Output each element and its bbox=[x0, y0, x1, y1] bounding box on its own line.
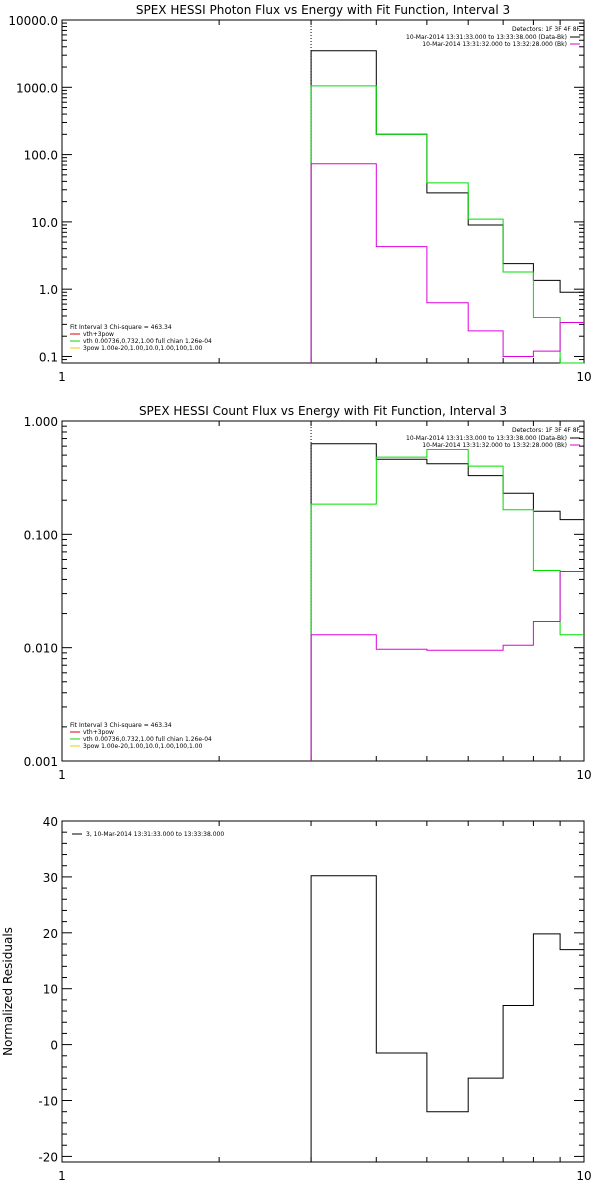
panel-3-series-1-steps bbox=[310, 875, 584, 1162]
panel-1-y-tick-label: 0.1 bbox=[39, 350, 58, 364]
panel-3-y-tick-label: -10 bbox=[38, 1095, 58, 1109]
panel-2-y-tick-label: 0.010 bbox=[24, 642, 58, 656]
panel-1-series-1-steps bbox=[310, 50, 584, 363]
panel-2-y-tick-label: 1.000 bbox=[24, 415, 58, 429]
panel-1-legend-fit-header: Fit Interval 3 Chi-square = 463.34 bbox=[70, 324, 172, 331]
panel-1-x-tick-label: 10 bbox=[576, 370, 591, 384]
panel-1-legend-label: 3pow 1.00e-20,1.00,10.0,1.00,100,1.00 bbox=[83, 345, 203, 352]
panel-3-y-tick-label: 20 bbox=[43, 927, 58, 941]
panel-1-y-tick-label: 10000.0 bbox=[8, 14, 58, 28]
panel-3-y-tick-label: 30 bbox=[43, 871, 58, 885]
panel-2-y-tick-label: 0.001 bbox=[24, 755, 58, 769]
panel-3-y-axis-label: Normalized Residuals bbox=[1, 927, 15, 1056]
panel-2-title: SPEX HESSI Count Flux vs Energy with Fit… bbox=[139, 404, 507, 418]
panel-2-legend-label: vth+3pow bbox=[83, 729, 114, 736]
panel-3-y-tick-label: 10 bbox=[43, 983, 58, 997]
panel-3-x-tick-label: 1 bbox=[58, 1169, 66, 1183]
panel-2-legend-label: 10-Mar-2014 13:31:32.000 to 13:32:28.000… bbox=[422, 442, 567, 449]
panel-3-y-tick-label: 40 bbox=[43, 815, 58, 829]
panel-2-x-tick-label: 1 bbox=[58, 768, 66, 782]
panel-3-y-tick-label: 0 bbox=[50, 1039, 58, 1053]
panel-3-legend-label: 3, 10-Mar-2014 13:31:33.000 to 13:33:38.… bbox=[86, 831, 224, 838]
panel-1-y-tick-label: 1.0 bbox=[39, 283, 58, 297]
panel-3-y-tick-label: -20 bbox=[38, 1150, 58, 1164]
panel-2-plot-frame bbox=[61, 420, 585, 762]
panel-1-y-tick-label: 100.0 bbox=[24, 149, 58, 163]
panel-2-legend-label: vth 0.00736,0.732,1.00 full chian 1.26e-… bbox=[83, 736, 212, 743]
panel-2-x-tick-label: 10 bbox=[576, 768, 591, 782]
panel-2-series-1-steps bbox=[310, 443, 584, 761]
panel-1-title: SPEX HESSI Photon Flux vs Energy with Fi… bbox=[136, 3, 510, 17]
panel-2-legend-fit-header: Fit Interval 3 Chi-square = 463.34 bbox=[70, 722, 172, 729]
panel-1-plot-frame bbox=[61, 19, 585, 364]
panel-1-series-3-steps bbox=[310, 163, 584, 363]
panel-1-legend-label: vth+3pow bbox=[83, 331, 114, 338]
panel-1-x-tick-label: 1 bbox=[58, 370, 66, 384]
panel-3-x-tick-label: 10 bbox=[576, 1169, 591, 1183]
panel-2-legend-detectors: Detectors: 1F 3F 4F 8F bbox=[512, 427, 581, 434]
panel-1-series-2-steps bbox=[310, 85, 584, 364]
panel-2-legend-label: 10-Mar-2014 13:31:33.000 to 13:33:38.000… bbox=[406, 435, 567, 442]
panel-2-series-3-steps bbox=[310, 571, 584, 761]
panel-1-legend-label: 10-Mar-2014 13:31:33.000 to 13:33:38.000… bbox=[406, 34, 567, 41]
panel-2-legend-label: 3pow 1.00e-20,1.00,10.0,1.00,100,1.00 bbox=[83, 743, 203, 750]
panel-2-series-2-steps bbox=[310, 449, 584, 761]
panel-1-y-tick-label: 10.0 bbox=[31, 216, 58, 230]
panel-3-plot-frame bbox=[61, 820, 585, 1163]
panel-1-legend-label: vth 0.00736,0.732,1.00 full chian 1.26e-… bbox=[83, 338, 212, 345]
panel-1-legend-detectors: Detectors: 1F 3F 4F 8F bbox=[512, 26, 581, 33]
panel-2-y-tick-label: 0.100 bbox=[24, 528, 58, 542]
panel-1-y-tick-label: 1000.0 bbox=[16, 81, 58, 95]
panel-1-legend-label: 10-Mar-2014 13:31:32.000 to 13:32:28.000… bbox=[422, 41, 567, 48]
